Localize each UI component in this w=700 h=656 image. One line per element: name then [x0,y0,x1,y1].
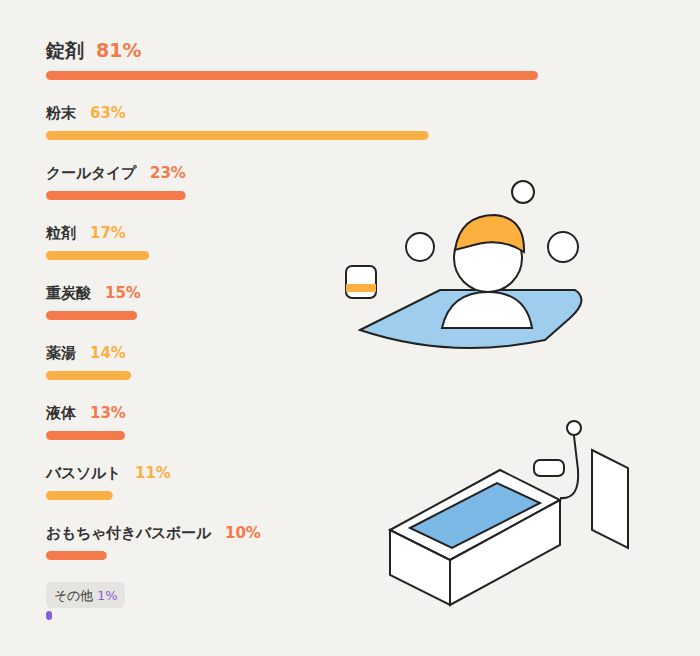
svg-text:重炭酸15%: 重炭酸15% [45,284,141,302]
svg-text:薬湯14%: 薬湯14% [45,344,126,362]
svg-text:粒剤17%: 粒剤17% [45,224,126,242]
svg-text:バスソルト11%: バスソルト11% [45,464,171,482]
svg-text:液体13%: 液体13% [45,404,126,422]
svg-text:錠剤81%: 錠剤81% [45,39,141,61]
svg-text:その他1%: その他1% [54,588,118,603]
svg-text:粉末63%: 粉末63% [45,104,126,122]
svg-text:おもちゃ付きバスボール10%: おもちゃ付きバスボール10% [46,524,261,542]
svg-text:クールタイプ23%: クールタイプ23% [46,164,186,182]
